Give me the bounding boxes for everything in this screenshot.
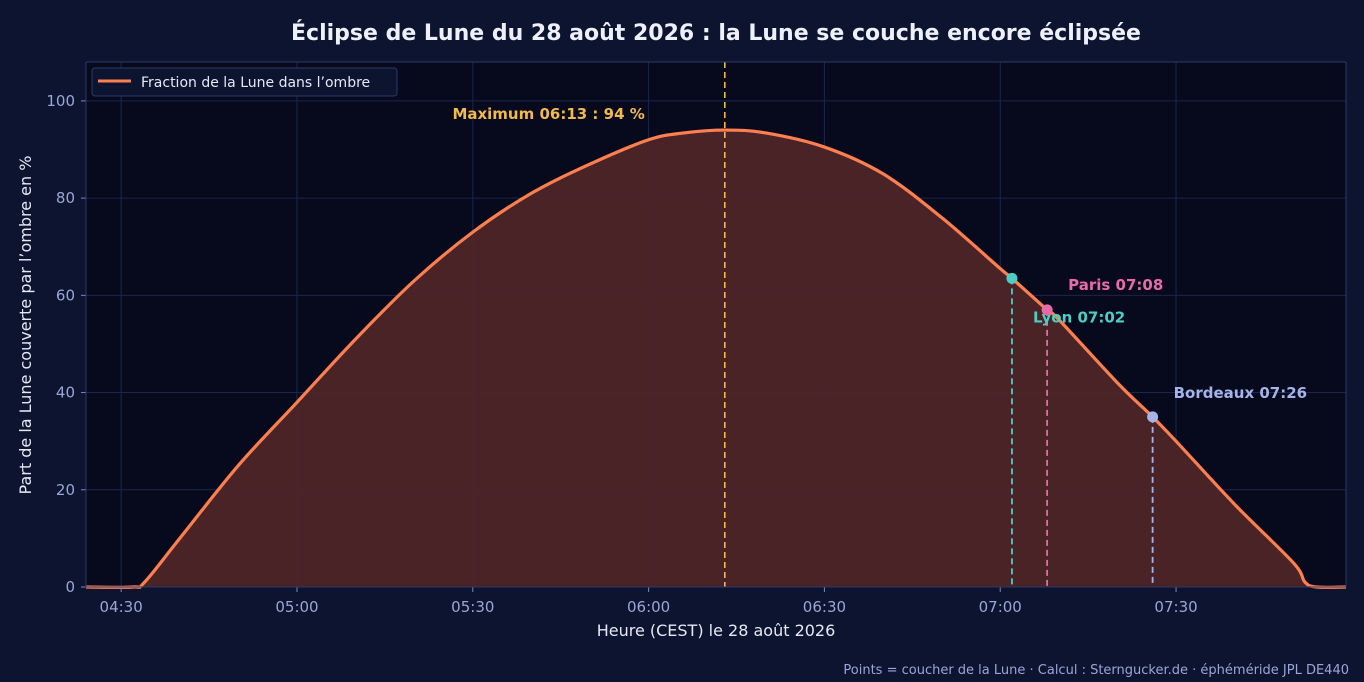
x-tick-label: 05:30 xyxy=(451,598,494,616)
chart-title: Éclipse de Lune du 28 août 2026 : la Lun… xyxy=(291,20,1141,46)
y-tick-label: 100 xyxy=(46,92,75,110)
x-tick-label: 07:30 xyxy=(1154,598,1197,616)
y-tick-label: 40 xyxy=(56,384,75,402)
y-axis-label: Part de la Lune couverte par l’ombre en … xyxy=(16,156,35,495)
moonset-label-paris: Paris 07:08 xyxy=(1068,276,1163,294)
legend-label: Fraction de la Lune dans l’ombre xyxy=(141,75,370,91)
x-tick-label: 06:00 xyxy=(627,598,670,616)
x-tick-label: 06:30 xyxy=(803,598,846,616)
area-layer xyxy=(86,130,1346,588)
plot-frame xyxy=(85,61,1347,588)
moonset-point-lyon xyxy=(1006,272,1018,284)
x-tick-label: 05:00 xyxy=(275,598,318,616)
x-tick-label: 07:00 xyxy=(979,598,1022,616)
y-tick-label: 20 xyxy=(56,481,75,499)
x-tick-label: 04:30 xyxy=(100,598,143,616)
maximum-label: Maximum 06:13 : 94 % xyxy=(452,105,644,123)
marks-layer: Maximum 06:13 : 94 % Lyon 07:02 Paris 07:0… xyxy=(85,62,1347,589)
y-tick-label: 80 xyxy=(56,189,75,207)
moonset-label-bordeaux: Bordeaux 07:26 xyxy=(1174,384,1308,402)
moonset-label-lyon: Lyon 07:02 xyxy=(1033,308,1125,326)
shadow-area xyxy=(86,130,1346,588)
y-tick-label: 0 xyxy=(65,578,75,596)
x-axis-label: Heure (CEST) le 28 août 2026 xyxy=(597,621,836,640)
axes: 04:30 05:00 05:30 06:00 06:30 07:00 07:30 0 20 40… xyxy=(46,61,1347,616)
legend: Fraction de la Lune dans l’ombre xyxy=(91,67,398,97)
moonset-point-bordeaux xyxy=(1147,411,1159,423)
y-tick-label: 60 xyxy=(56,286,75,304)
shadow-curve xyxy=(85,128,1347,589)
footer-note: Points = coucher de la Lune · Calcul : S… xyxy=(843,663,1349,678)
moonset-point-paris xyxy=(1041,304,1053,316)
legend-box xyxy=(91,67,398,97)
